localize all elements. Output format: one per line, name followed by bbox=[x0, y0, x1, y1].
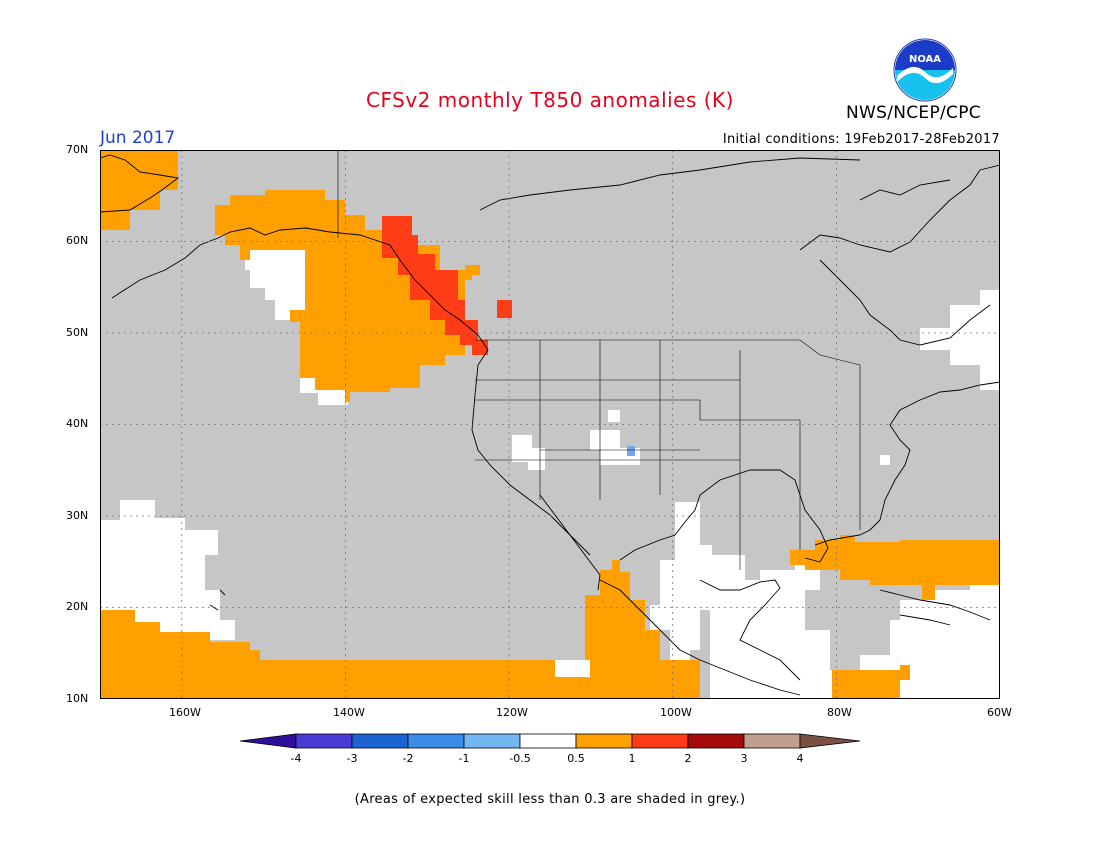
initial-conditions-label: Initial conditions: 19Feb2017-28Feb2017 bbox=[722, 132, 1000, 147]
plot-title: CFSv2 monthly T850 anomalies (K) bbox=[366, 88, 734, 112]
lat-tick-30n: 30N bbox=[66, 509, 89, 522]
near-zero-regions bbox=[100, 250, 1000, 699]
noaa-logo-text: NOAA bbox=[909, 54, 941, 65]
lat-tick-60n: 60N bbox=[66, 234, 89, 247]
legend-swatch-neg1-neg05 bbox=[463, 733, 521, 749]
map-frame bbox=[100, 150, 1000, 699]
legend-tick: 3 bbox=[740, 752, 748, 765]
lat-tick-70n: 70N bbox=[66, 143, 89, 156]
legend-tick: 0.5 bbox=[567, 752, 585, 765]
lon-tick-120w: 120W bbox=[496, 706, 528, 719]
legend-tick: 1 bbox=[628, 752, 636, 765]
legend-swatch-neg2-neg1 bbox=[407, 733, 465, 749]
legend-swatch-2-3 bbox=[687, 733, 745, 749]
grid-lines bbox=[100, 150, 1000, 699]
lon-tick-80w: 80W bbox=[827, 706, 852, 719]
lat-tick-10n: 10N bbox=[66, 692, 89, 705]
anomaly-map bbox=[100, 150, 1000, 699]
agency-label: NWS/NCEP/CPC bbox=[846, 103, 981, 123]
skill-footnote: (Areas of expected skill less than 0.3 a… bbox=[354, 792, 746, 807]
coastlines bbox=[100, 154, 1000, 696]
legend-swatch-neg4-neg3 bbox=[295, 733, 353, 749]
lat-tick-50n: 50N bbox=[66, 326, 89, 339]
legend-swatch-above-4 bbox=[799, 733, 861, 749]
political-boundaries bbox=[337, 150, 861, 570]
anomaly-neg-0.5-cell bbox=[627, 446, 635, 456]
noaa-logo-icon: NOAA bbox=[893, 38, 957, 102]
legend-swatch-05-1 bbox=[575, 733, 633, 749]
month-label: Jun 2017 bbox=[100, 128, 176, 148]
anomaly-0.5-to-1-regions bbox=[100, 150, 1000, 699]
legend-tick: 2 bbox=[684, 752, 692, 765]
legend-tick: -0.5 bbox=[509, 752, 531, 765]
legend-swatch-neg3-neg2 bbox=[351, 733, 409, 749]
legend-tick: -4 bbox=[290, 752, 302, 765]
lon-tick-100w: 100W bbox=[660, 706, 692, 719]
lat-tick-40n: 40N bbox=[66, 417, 89, 430]
anomaly-1-to-2-regions bbox=[382, 216, 512, 355]
legend-swatch-1-2 bbox=[631, 733, 689, 749]
legend-tick: 4 bbox=[796, 752, 804, 765]
legend-tick: -1 bbox=[458, 752, 470, 765]
legend-swatch-3-4 bbox=[743, 733, 801, 749]
legend-tick: -3 bbox=[346, 752, 358, 765]
lon-tick-140w: 140W bbox=[333, 706, 365, 719]
lat-tick-20n: 20N bbox=[66, 600, 89, 613]
legend-swatch-neg05-05 bbox=[519, 733, 577, 749]
legend-swatch-below-4 bbox=[239, 733, 297, 749]
legend-tick: -2 bbox=[402, 752, 414, 765]
lon-tick-60w: 60W bbox=[987, 706, 1012, 719]
lon-tick-160w: 160W bbox=[169, 706, 201, 719]
